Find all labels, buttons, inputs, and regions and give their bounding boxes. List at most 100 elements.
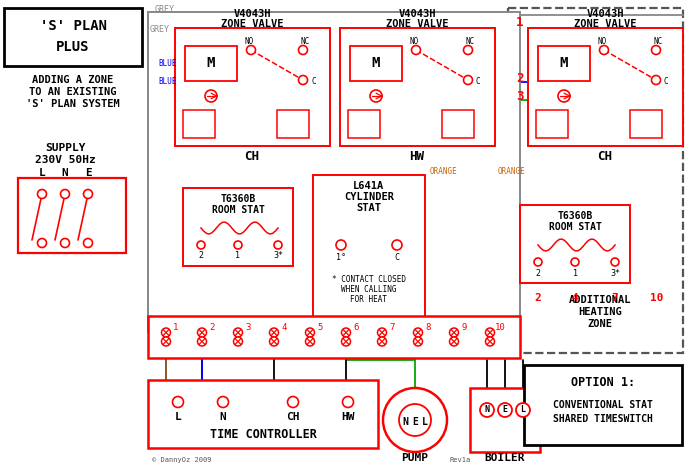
Text: 1: 1 [516,15,524,29]
Text: C: C [395,254,400,263]
Circle shape [270,328,279,337]
Text: CH: CH [598,149,613,162]
Text: 1: 1 [235,251,241,261]
Text: L: L [175,412,181,422]
Text: V4043H: V4043H [233,9,270,19]
Text: CYLINDER: CYLINDER [344,192,394,202]
Text: ZONE VALVE: ZONE VALVE [221,19,284,29]
Text: CONVENTIONAL STAT: CONVENTIONAL STAT [553,400,653,410]
Circle shape [37,190,46,198]
FancyBboxPatch shape [340,28,495,146]
FancyBboxPatch shape [277,110,309,138]
Circle shape [383,388,447,452]
Circle shape [233,328,242,337]
Circle shape [37,239,46,248]
Text: V4043H: V4043H [398,9,436,19]
Circle shape [392,240,402,250]
FancyBboxPatch shape [175,28,330,146]
FancyBboxPatch shape [350,46,402,81]
Text: NC: NC [465,37,475,45]
Text: GREY: GREY [155,5,175,14]
Text: GREY: GREY [150,25,170,35]
Circle shape [234,241,242,249]
Circle shape [534,258,542,266]
Text: 1°: 1° [336,254,346,263]
Text: M: M [560,56,568,70]
Text: NO: NO [244,37,254,45]
Circle shape [233,337,242,346]
Text: 'S' PLAN SYSTEM: 'S' PLAN SYSTEM [26,99,120,109]
Circle shape [61,190,70,198]
Circle shape [299,45,308,54]
Text: SUPPLY: SUPPLY [45,143,86,153]
Circle shape [651,75,660,85]
Text: 2: 2 [199,251,204,261]
Circle shape [288,396,299,408]
Text: 2: 2 [516,72,524,85]
Circle shape [377,328,386,337]
Circle shape [611,258,619,266]
FancyBboxPatch shape [148,380,378,448]
Circle shape [205,90,217,102]
Text: N: N [61,168,68,178]
Text: 7: 7 [611,293,618,303]
Text: ADDING A ZONE: ADDING A ZONE [32,75,114,85]
Text: E: E [85,168,91,178]
Text: ORANGE: ORANGE [498,168,526,176]
FancyBboxPatch shape [148,12,520,332]
Text: 10: 10 [495,322,505,331]
FancyBboxPatch shape [524,365,682,445]
FancyBboxPatch shape [4,8,142,66]
Text: 2: 2 [535,293,542,303]
Circle shape [246,45,255,54]
Circle shape [342,396,353,408]
Text: 5: 5 [317,322,323,331]
Text: BOILER: BOILER [485,453,525,463]
Text: SHARED TIMESWITCH: SHARED TIMESWITCH [553,414,653,424]
Text: 1: 1 [573,269,578,278]
Text: OPTION 1:: OPTION 1: [571,376,635,389]
Circle shape [413,337,422,346]
Text: NC: NC [300,37,310,45]
Text: 2: 2 [209,322,215,331]
Circle shape [61,239,70,248]
Text: CH: CH [286,412,299,422]
Text: STAT: STAT [357,203,382,213]
FancyBboxPatch shape [183,110,215,138]
Text: N: N [484,405,489,415]
Text: C: C [476,78,481,87]
Circle shape [449,328,458,337]
Circle shape [411,45,420,54]
FancyBboxPatch shape [18,178,126,253]
Text: NO: NO [598,37,607,45]
Text: NC: NC [653,37,662,45]
Text: 10: 10 [650,293,664,303]
Text: N: N [402,417,408,427]
Text: HEATING: HEATING [578,307,622,317]
Circle shape [399,404,431,436]
FancyBboxPatch shape [630,110,662,138]
Text: E: E [502,405,508,415]
Circle shape [217,396,228,408]
Circle shape [377,337,386,346]
FancyBboxPatch shape [536,110,568,138]
Text: © DannyOz 2009: © DannyOz 2009 [152,457,212,463]
Text: ROOM STAT: ROOM STAT [549,222,602,232]
FancyBboxPatch shape [520,205,630,283]
Text: L: L [39,168,46,178]
Circle shape [651,45,660,54]
Circle shape [83,239,92,248]
Circle shape [464,45,473,54]
Circle shape [299,75,308,85]
Text: 7: 7 [389,322,395,331]
Text: FOR HEAT: FOR HEAT [351,295,388,305]
Circle shape [270,337,279,346]
Circle shape [306,337,315,346]
Text: PUMP: PUMP [402,453,428,463]
Circle shape [486,328,495,337]
Circle shape [172,396,184,408]
Circle shape [464,75,473,85]
Text: 3*: 3* [273,251,283,261]
Text: E: E [412,417,418,427]
Text: 1: 1 [173,322,179,331]
